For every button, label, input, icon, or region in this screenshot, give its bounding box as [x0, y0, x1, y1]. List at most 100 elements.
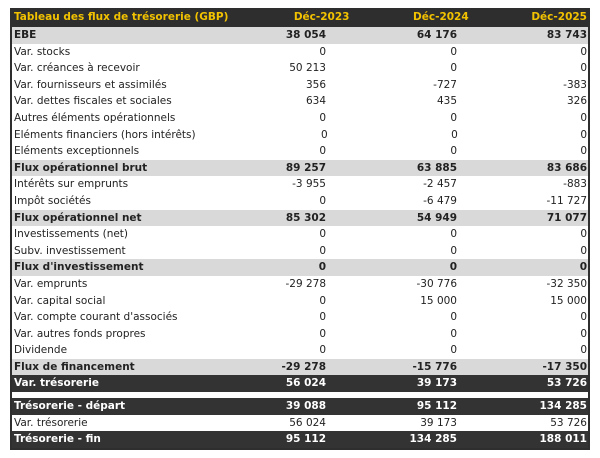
cash-flow-table: Tableau des flux de trésorerie (GBP) Déc… — [10, 8, 590, 450]
table-row: Eléments financiers (hors intérêts) 0 0 0 — [12, 127, 588, 144]
cell-value: 85 302 — [285, 211, 326, 224]
row-label: Var. compte courant d'associés — [14, 311, 178, 324]
cell-value: 0 — [451, 128, 458, 141]
row-label: Flux d'investissement — [14, 261, 144, 274]
row-label: Intérêts sur emprunts — [14, 178, 129, 191]
table-row: Autres éléments opérationnels 0 0 0 — [12, 110, 588, 127]
row-label: Eléments financiers (hors intérêts) — [14, 128, 196, 141]
row-label: Var. trésorerie — [14, 377, 99, 390]
row-label: Var. emprunts — [14, 277, 88, 290]
table-title: Tableau des flux de trésorerie (GBP) — [14, 11, 229, 23]
column-header: Déc-2023 — [293, 11, 350, 23]
cell-value: 89 257 — [285, 161, 326, 174]
table-row: Var. compte courant d'associés 0 0 0 — [12, 309, 588, 326]
cell-value: -6 479 — [423, 194, 457, 207]
row-label: Var. créances à recevoir — [14, 62, 140, 75]
cell-value: 0 — [319, 311, 326, 324]
row-label: Var. trésorerie — [14, 416, 88, 429]
cell-value: 0 — [450, 111, 457, 124]
cell-value: 0 — [450, 228, 457, 241]
table-row: Var. trésorerie 56 024 39 173 53 726 — [12, 415, 588, 432]
cell-value: 0 — [321, 128, 328, 141]
cell-value: -11 727 — [546, 194, 587, 207]
cell-value: 0 — [319, 194, 326, 207]
cell-value: -29 278 — [285, 277, 326, 290]
cell-value: -30 776 — [416, 277, 457, 290]
cell-value: 0 — [580, 311, 587, 324]
row-label: Eléments exceptionnels — [14, 145, 140, 158]
cell-value: 56 024 — [285, 377, 326, 390]
cell-value: 0 — [318, 261, 326, 274]
table-row: Flux de financement -29 278 -15 776 -17 350 — [12, 358, 588, 376]
cell-value: -29 278 — [281, 360, 326, 373]
cell-value: 134 285 — [409, 433, 458, 446]
cell-value: 0 — [319, 228, 326, 241]
cell-value: 0 — [319, 294, 326, 307]
cell-value: 95 112 — [416, 400, 457, 413]
table-row: Flux opérationnel brut 89 257 63 885 83 686 — [12, 159, 588, 177]
cell-value: 83 743 — [546, 29, 587, 41]
column-header: Déc-2024 — [413, 11, 469, 23]
table-row: Var. dettes fiscales et sociales 634 435 32… — [12, 93, 588, 110]
cell-value: 39 173 — [416, 377, 457, 390]
row-label: Var. autres fonds propres — [14, 327, 146, 340]
table-row: Flux opérationnel net 85 302 54 949 71 077 — [12, 209, 588, 227]
cell-value: 326 — [566, 95, 587, 108]
cell-value: -883 — [563, 178, 587, 191]
cell-value: 54 949 — [416, 211, 457, 224]
cell-value: -17 350 — [542, 360, 587, 373]
table-row: Trésorerie - fin 95 112 134 285 188 011 — [12, 431, 588, 448]
table-row: Var. fournisseurs et assimilés 356 -727 -38… — [12, 77, 588, 94]
table-row: Subv. investissement 0 0 0 — [12, 243, 588, 260]
cell-value: 0 — [450, 244, 457, 257]
row-label: Trésorerie - départ — [14, 400, 126, 413]
cell-value: 95 112 — [285, 433, 326, 446]
cell-value: 63 885 — [416, 161, 457, 174]
cell-value: -2 457 — [423, 178, 457, 191]
cell-value: 0 — [319, 145, 326, 158]
row-label: Impôt sociétés — [14, 194, 91, 207]
cell-value: 0 — [449, 261, 457, 274]
cell-value: 0 — [580, 327, 587, 340]
cell-value: 0 — [450, 145, 457, 158]
cell-value: 0 — [319, 45, 326, 58]
table-row: Flux d'investissement 0 0 0 — [12, 259, 588, 276]
cell-value: 0 — [450, 311, 457, 324]
row-label: Var. dettes fiscales et sociales — [14, 95, 172, 108]
cell-value: 0 — [450, 62, 457, 75]
cell-value: 0 — [580, 45, 587, 58]
cell-value: 0 — [319, 344, 326, 357]
table-row: EBE 38 054 64 176 83 743 — [12, 27, 588, 44]
row-label: Var. fournisseurs et assimilés — [14, 78, 167, 91]
row-label: Subv. investissement — [14, 244, 126, 257]
table-row: Intérêts sur emprunts -3 955 -2 457 -883 — [12, 176, 588, 193]
cell-value: 0 — [319, 111, 326, 124]
cell-value: 0 — [319, 327, 326, 340]
cell-value: 71 077 — [546, 211, 587, 224]
cell-value: 634 — [305, 95, 326, 108]
row-label: Var. stocks — [14, 45, 71, 58]
table-row: Investissements (net) 0 0 0 — [12, 226, 588, 243]
cell-value: 0 — [580, 344, 587, 357]
cell-value: 0 — [580, 244, 587, 257]
cell-value: 356 — [305, 78, 326, 91]
row-label: Trésorerie - fin — [14, 433, 101, 446]
row-label: Investissements (net) — [14, 228, 129, 241]
table-header: Tableau des flux de trésorerie (GBP) Déc… — [12, 8, 588, 27]
cell-value: -3 955 — [292, 178, 326, 191]
row-label: Flux de financement — [14, 360, 135, 373]
table-row: Var. créances à recevoir 50 213 0 0 — [12, 60, 588, 77]
row-label: Flux opérationnel brut — [14, 161, 148, 174]
cell-value: 0 — [450, 45, 457, 58]
cell-value: 0 — [580, 145, 587, 158]
table-row: Impôt sociétés 0 -6 479 -11 727 — [12, 193, 588, 210]
cell-value: 39 088 — [285, 400, 326, 413]
row-label: Dividende — [14, 344, 68, 357]
row-label: Flux opérationnel net — [14, 211, 142, 224]
cell-value: -383 — [563, 78, 587, 91]
cell-value: 83 686 — [546, 161, 587, 174]
cell-value: -727 — [433, 78, 457, 91]
table-row: Eléments exceptionnels 0 0 0 — [12, 143, 588, 160]
table-row: Dividende 0 0 0 — [12, 342, 588, 359]
table-row: Var. stocks 0 0 0 — [12, 44, 588, 61]
